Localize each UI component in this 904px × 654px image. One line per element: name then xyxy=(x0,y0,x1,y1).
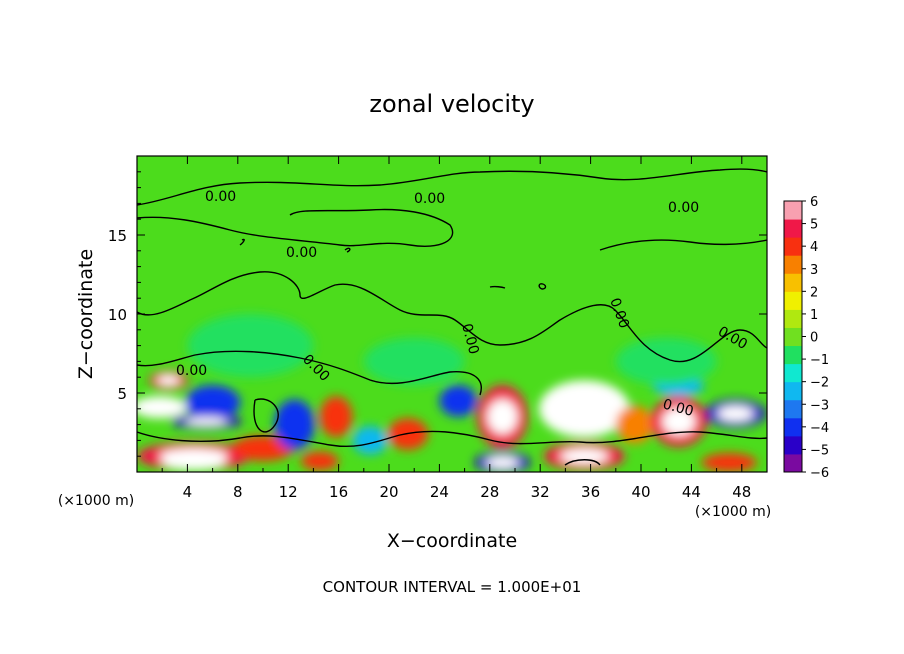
velocity-field xyxy=(137,314,766,472)
velocity-blob xyxy=(363,337,465,386)
contour-label: 0.00 xyxy=(668,200,699,216)
velocity-blob-core xyxy=(717,405,754,422)
colorbar-tick-label: 4 xyxy=(810,240,818,255)
colorbar-tick-label: −4 xyxy=(810,421,829,436)
velocity-blob xyxy=(184,385,241,420)
contour-label: 0.00 xyxy=(414,191,445,207)
colorbar-tick-label: 5 xyxy=(810,218,818,233)
colorbar-swatch xyxy=(784,219,802,238)
colorbar-tick-label: −5 xyxy=(810,443,829,458)
velocity-blob-core xyxy=(143,401,177,414)
colorbar-tick-label: −6 xyxy=(810,466,829,481)
velocity-blob xyxy=(231,435,295,461)
colorbar-tick-label: 1 xyxy=(810,308,818,323)
velocity-blob xyxy=(701,453,757,472)
velocity-blob-core xyxy=(487,399,518,435)
velocity-blob xyxy=(300,451,339,471)
velocity-blob-core xyxy=(557,393,612,425)
colorbar-tick-label: 3 xyxy=(810,263,818,278)
colorbar-tick-label: −1 xyxy=(810,353,829,368)
velocity-blob xyxy=(319,396,353,438)
colorbar-swatch xyxy=(784,273,802,292)
contour-label: 0.00 xyxy=(205,189,236,205)
x-tick-label: 36 xyxy=(581,483,600,501)
colorbar-swatch xyxy=(784,309,802,328)
zero-contours xyxy=(137,168,767,466)
x-tick-label: 16 xyxy=(329,483,348,501)
contour-label: 0.00 xyxy=(458,322,482,356)
z-unit-label: (×1000 m) xyxy=(58,493,134,509)
velocity-blob xyxy=(187,314,314,378)
x-tick-label: 4 xyxy=(183,483,193,501)
colorbar-swatch xyxy=(784,345,802,365)
x-tick-label: 24 xyxy=(430,483,449,501)
x-axis: 4 8 12 16 20 24 28 32 36 40 44 48 xyxy=(161,156,751,501)
contour-label: 0.00 xyxy=(286,245,317,261)
colorbar-swatch xyxy=(784,327,802,347)
colorbar-tick-label: 6 xyxy=(810,195,818,210)
plot-area: 0.00 0.00 0.00 0.00 0.00 0.00 0.00 0.00 … xyxy=(137,156,767,472)
x-tick-label: 12 xyxy=(279,483,298,501)
colorbar-swatch xyxy=(784,363,802,383)
velocity-blob xyxy=(352,426,388,455)
colorbar-swatch xyxy=(784,399,802,419)
contour-label: 0.00 xyxy=(661,396,695,420)
velocity-blob-core xyxy=(485,456,520,469)
x-tick-label: 20 xyxy=(379,483,398,501)
velocity-blob xyxy=(274,399,315,450)
colorbar-swatch xyxy=(784,201,802,220)
colorbar-swatch xyxy=(784,435,802,455)
velocity-blob-core xyxy=(560,448,609,465)
colorbar-swatch xyxy=(784,237,802,256)
colorbar-tick-label: 2 xyxy=(810,285,818,300)
z-tick-label: 5 xyxy=(117,385,127,403)
colorbar: 6 5 4 3 2 1 0 −1 −2 −3 −4 −5 −6 xyxy=(783,195,829,481)
contour-interval-footer: CONTOUR INTERVAL = 1.000E+01 xyxy=(323,578,582,596)
colorbar-tick-label: 0 xyxy=(810,331,818,346)
velocity-blob-core xyxy=(185,417,228,426)
x-axis-label: X−coordinate xyxy=(387,530,517,552)
x-tick-label: 40 xyxy=(631,483,650,501)
colorbar-swatch xyxy=(784,255,802,274)
colorbar-swatch xyxy=(784,381,802,401)
velocity-blob-core xyxy=(157,375,180,386)
velocity-blob xyxy=(615,337,717,386)
x-tick-label: 32 xyxy=(531,483,550,501)
x-tick-label: 44 xyxy=(682,483,701,501)
z-tick-label: 10 xyxy=(108,306,127,324)
colorbar-swatch xyxy=(784,291,802,310)
velocity-blob-core xyxy=(662,407,696,436)
x-tick-label: 28 xyxy=(480,483,499,501)
colorbar-swatch xyxy=(784,417,802,437)
velocity-blob xyxy=(439,385,478,417)
colorbar-tick-label: −2 xyxy=(810,376,829,391)
x-tick-label: 48 xyxy=(732,483,751,501)
x-unit-label: (×1000 m) xyxy=(695,504,771,520)
velocity-blob-core xyxy=(174,458,213,467)
chart-title: zonal velocity xyxy=(369,90,534,118)
z-axis-label: Z−coordinate xyxy=(75,249,97,379)
colorbar-swatch xyxy=(784,453,802,473)
contour-label: 0.00 xyxy=(176,363,207,379)
colorbar-tick-label: −3 xyxy=(810,398,829,413)
x-tick-label: 8 xyxy=(233,483,243,501)
z-tick-label: 15 xyxy=(108,227,127,245)
z-axis: 5 10 15 xyxy=(108,171,767,457)
velocity-blob xyxy=(615,405,654,444)
